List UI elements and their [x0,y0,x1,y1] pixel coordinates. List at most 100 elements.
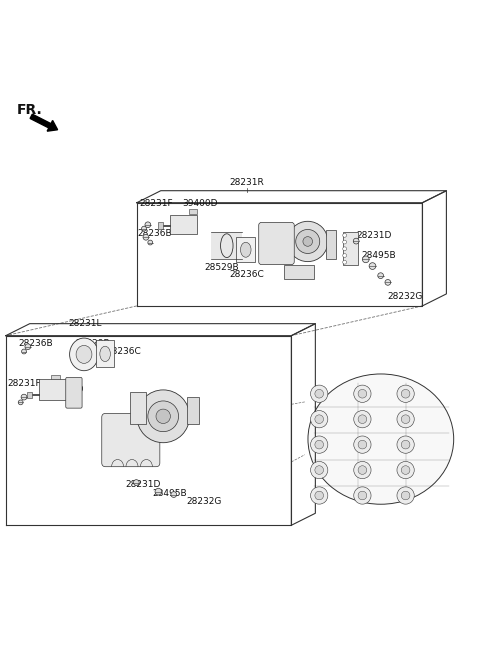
Circle shape [401,466,410,474]
Bar [170,215,197,234]
Circle shape [148,240,153,245]
Bar [130,392,146,424]
Text: 28529B: 28529B [76,339,110,348]
Circle shape [315,491,324,500]
Ellipse shape [70,338,98,371]
Text: 28231D: 28231D [126,480,161,489]
Text: 28529B: 28529B [204,263,239,272]
Circle shape [354,461,371,479]
Circle shape [358,491,367,500]
Text: 28231F: 28231F [7,379,41,388]
Text: 28232G: 28232G [388,292,423,301]
Bar [189,210,197,214]
Bar [236,237,255,262]
Circle shape [171,492,177,497]
Circle shape [397,385,414,402]
Circle shape [315,390,324,398]
Circle shape [311,461,328,479]
Text: 28232G: 28232G [186,497,222,506]
Circle shape [343,260,347,264]
FancyBboxPatch shape [259,223,294,265]
FancyBboxPatch shape [66,377,82,408]
Circle shape [401,415,410,424]
Text: 39400D: 39400D [48,385,84,394]
Text: FR.: FR. [17,103,43,117]
Bar [325,230,336,259]
Circle shape [401,390,410,398]
Circle shape [25,344,31,350]
Bar [96,341,114,367]
Circle shape [145,222,151,228]
Bar [211,233,242,259]
Circle shape [311,487,328,504]
Text: 39400D: 39400D [182,199,218,208]
Circle shape [358,415,367,424]
Text: 28495B: 28495B [361,251,396,260]
Bar [343,231,358,265]
Circle shape [378,272,384,278]
Bar [27,392,32,398]
Text: 28231D: 28231D [356,231,392,240]
Text: 28236C: 28236C [107,346,141,356]
Circle shape [354,385,371,402]
Text: 28495B: 28495B [153,489,187,498]
Circle shape [315,440,324,449]
Circle shape [343,253,347,257]
Circle shape [311,411,328,428]
Circle shape [401,491,410,500]
Circle shape [343,233,347,237]
Circle shape [148,401,179,432]
Circle shape [385,280,391,286]
Text: 28231F: 28231F [139,199,173,208]
Circle shape [156,409,170,424]
Circle shape [296,229,320,253]
Circle shape [315,415,324,424]
Circle shape [155,488,162,495]
Bar [158,222,163,229]
Circle shape [311,436,328,453]
Circle shape [401,440,410,449]
Circle shape [397,411,414,428]
Circle shape [354,487,371,504]
Circle shape [343,240,347,244]
Circle shape [362,256,369,263]
Bar [39,379,67,400]
Circle shape [311,385,328,402]
Circle shape [358,440,367,449]
FancyArrow shape [30,114,58,131]
Bar [284,265,314,278]
Circle shape [358,390,367,398]
Text: 28236B: 28236B [138,229,172,238]
Circle shape [303,236,312,246]
Text: 28236C: 28236C [229,271,264,279]
Circle shape [397,461,414,479]
Circle shape [142,226,146,231]
Ellipse shape [240,242,251,257]
FancyBboxPatch shape [102,413,160,467]
Text: 28231R: 28231R [230,178,264,187]
Circle shape [397,487,414,504]
Circle shape [133,479,139,485]
Circle shape [354,411,371,428]
Circle shape [315,466,324,474]
Ellipse shape [220,234,233,257]
Circle shape [343,247,347,251]
Circle shape [137,390,190,443]
Circle shape [18,400,23,405]
Circle shape [353,238,359,244]
Circle shape [22,349,26,354]
Bar [187,397,199,424]
Circle shape [354,436,371,453]
Circle shape [21,394,27,400]
Circle shape [397,436,414,453]
Circle shape [358,466,367,474]
Bar [51,375,60,379]
Ellipse shape [100,346,110,362]
Circle shape [369,263,376,269]
Ellipse shape [76,345,92,364]
Text: 28231L: 28231L [68,319,102,328]
Text: 28236B: 28236B [18,339,53,348]
Circle shape [288,221,328,261]
Circle shape [143,234,149,240]
Ellipse shape [308,374,454,504]
